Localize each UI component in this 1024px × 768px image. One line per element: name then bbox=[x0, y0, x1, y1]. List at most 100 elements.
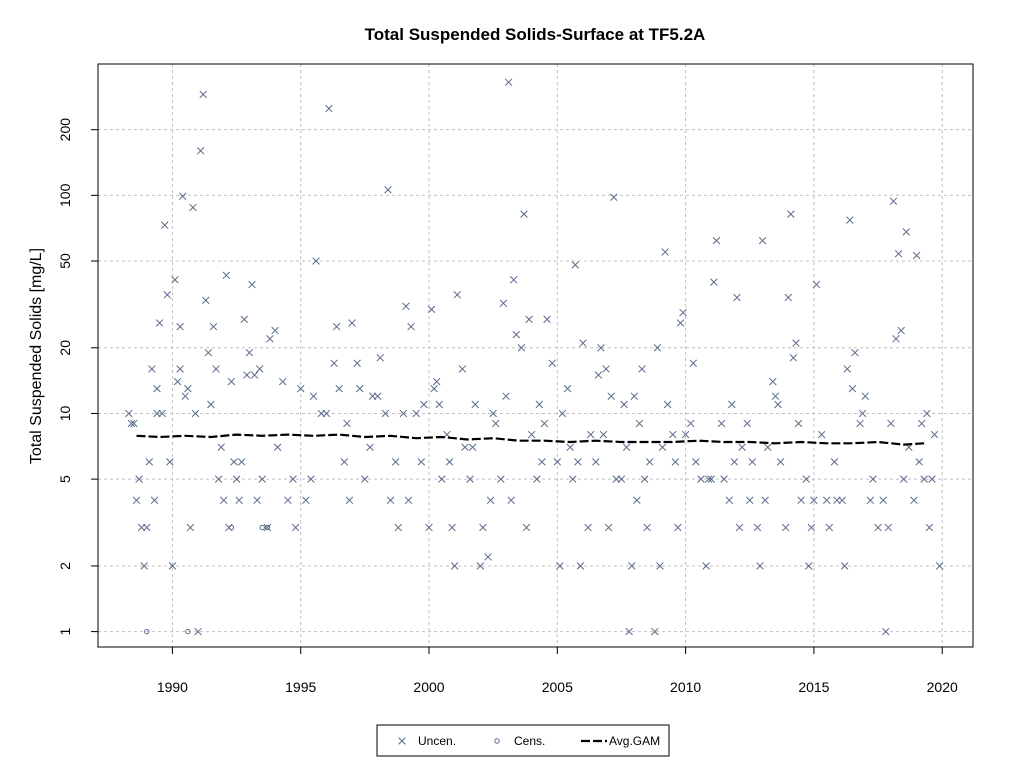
uncensored-point bbox=[571, 261, 580, 269]
uncensored-point bbox=[302, 496, 310, 505]
uncensored-point bbox=[586, 430, 595, 439]
uncensored-point bbox=[892, 335, 900, 343]
uncensored-point bbox=[166, 458, 174, 466]
legend-uncen-marker bbox=[398, 737, 406, 745]
y-tick-label: 50 bbox=[57, 253, 73, 269]
uncensored-point bbox=[394, 523, 402, 532]
uncensored-point bbox=[266, 335, 274, 343]
uncensored-point bbox=[517, 344, 526, 352]
uncensored-point bbox=[466, 475, 474, 483]
uncensored-point bbox=[594, 371, 603, 379]
uncensored-point bbox=[235, 496, 243, 505]
uncensored-point bbox=[604, 523, 613, 532]
gam-trend-line bbox=[136, 433, 925, 446]
uncensored-point bbox=[817, 430, 826, 439]
uncensored-point bbox=[207, 400, 215, 409]
uncensored-point bbox=[568, 475, 577, 483]
uncensored-point bbox=[438, 475, 446, 483]
uncensored-point bbox=[307, 475, 315, 483]
uncensored-point bbox=[653, 344, 662, 352]
uncensored-point bbox=[194, 627, 202, 636]
uncensored-point bbox=[427, 305, 436, 314]
uncensored-point bbox=[630, 392, 639, 400]
uncensored-point bbox=[132, 496, 141, 505]
uncensored-point bbox=[507, 496, 515, 505]
uncensored-point bbox=[910, 496, 918, 505]
uncensored-point bbox=[176, 322, 184, 331]
uncensored-point bbox=[186, 523, 195, 532]
uncensored-point bbox=[479, 523, 487, 532]
uncensored-point bbox=[712, 236, 721, 245]
uncensored-point bbox=[802, 475, 810, 483]
uncensored-point bbox=[869, 475, 877, 483]
uncensored-point bbox=[291, 523, 300, 532]
uncensored-point bbox=[563, 384, 572, 393]
uncensored-point bbox=[248, 280, 256, 289]
uncensored-point bbox=[150, 496, 159, 505]
uncensored-point bbox=[412, 409, 420, 418]
uncensored-point bbox=[445, 458, 454, 466]
uncensored-point bbox=[425, 523, 433, 532]
uncensored-point bbox=[512, 330, 521, 339]
uncensored-point bbox=[296, 384, 305, 393]
uncensored-point bbox=[920, 475, 928, 483]
uncensored-point bbox=[651, 627, 659, 636]
uncensored-point bbox=[184, 384, 192, 393]
uncensored-point bbox=[386, 496, 395, 505]
uncensored-point bbox=[689, 359, 698, 367]
chart-title: Total Suspended Solids-Surface at TF5.2A bbox=[365, 25, 706, 44]
uncensored-point bbox=[130, 419, 138, 428]
x-tick-label: 2020 bbox=[927, 679, 958, 695]
uncensored-point bbox=[543, 315, 551, 324]
uncensored-point bbox=[178, 192, 187, 201]
uncensored-point bbox=[897, 326, 905, 335]
uncensored-point bbox=[504, 78, 513, 86]
uncensored-point bbox=[702, 562, 710, 570]
uncensored-point bbox=[471, 400, 479, 409]
uncensored-point bbox=[353, 359, 361, 367]
uncensored-point bbox=[686, 419, 695, 428]
uncensored-point bbox=[486, 496, 495, 505]
legend-box bbox=[376, 724, 670, 757]
uncensored-point bbox=[902, 228, 911, 236]
y-axis-label: Total Suspended Solids [mg/L] bbox=[28, 248, 45, 464]
uncensored-point bbox=[448, 523, 456, 532]
uncensored-point bbox=[620, 400, 628, 409]
legend-cens-marker bbox=[494, 738, 500, 744]
uncensored-point bbox=[789, 354, 798, 362]
uncensored-point bbox=[525, 315, 533, 324]
uncensored-point bbox=[312, 257, 320, 265]
uncensored-point bbox=[748, 458, 757, 466]
uncensored-point bbox=[435, 400, 444, 409]
uncensored-point bbox=[335, 384, 343, 393]
x-axis: 1990 1995 2000 2005 2010 2015 2020 bbox=[157, 647, 958, 695]
uncensored-point bbox=[825, 523, 834, 532]
uncensored-point bbox=[656, 562, 664, 570]
uncensored-point bbox=[453, 291, 461, 299]
uncensored-point bbox=[805, 562, 813, 570]
uncensored-point bbox=[882, 627, 890, 636]
y-tick-label: 200 bbox=[57, 118, 73, 142]
uncensored-point bbox=[125, 409, 133, 418]
y-tick-label: 5 bbox=[57, 475, 73, 483]
uncensored-point bbox=[273, 443, 282, 452]
uncensored-point bbox=[240, 315, 249, 324]
uncensored-point bbox=[202, 296, 210, 305]
uncensored-point bbox=[925, 523, 934, 532]
uncensored-point bbox=[168, 562, 177, 570]
uncensored-point bbox=[214, 475, 223, 483]
uncensored-point bbox=[404, 496, 413, 505]
uncensored-point bbox=[381, 409, 390, 418]
uncensored-point bbox=[540, 419, 549, 428]
uncensored-point bbox=[776, 458, 785, 466]
uncensored-point bbox=[643, 523, 651, 532]
uncensored-point bbox=[222, 271, 231, 280]
uncensored-point bbox=[846, 216, 854, 224]
uncensored-point bbox=[592, 458, 600, 466]
uncensored-point bbox=[497, 475, 505, 483]
uncensored-point bbox=[491, 419, 500, 428]
uncensored-point bbox=[376, 354, 385, 362]
uncensored-point bbox=[450, 562, 459, 570]
legend-label: Uncen. bbox=[418, 734, 456, 748]
